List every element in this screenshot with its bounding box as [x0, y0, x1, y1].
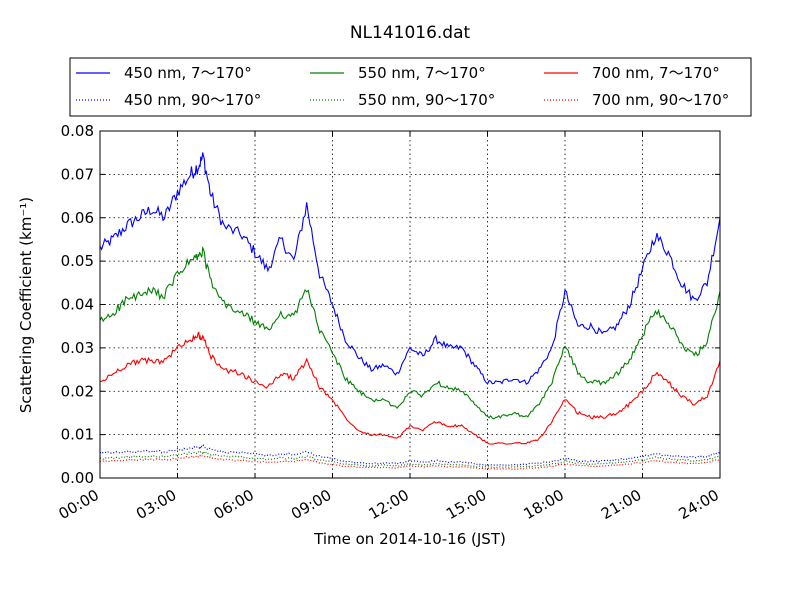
- y-tick-label: 0.06: [61, 209, 94, 227]
- series-line-3: [99, 444, 721, 467]
- legend-label-0: 450 nm, 7～170°: [124, 64, 252, 82]
- x-axis-label: Time on 2014-10-16 (JST): [313, 530, 506, 548]
- legend-label-1: 550 nm, 7～170°: [358, 64, 486, 82]
- y-tick-label: 0.05: [61, 252, 94, 270]
- y-tick-label: 0.07: [61, 165, 94, 183]
- legend-label-2: 700 nm, 7～170°: [592, 64, 720, 82]
- y-tick-label: 0.04: [61, 296, 94, 314]
- legend: 450 nm, 7～170° 550 nm, 7～170° 700 nm, 7～17…: [69, 57, 752, 117]
- series-line-5: [99, 454, 721, 470]
- y-axis-label: Scattering Coefficient (km⁻¹): [17, 197, 35, 413]
- series-line-1: [99, 246, 721, 420]
- series-line-2: [99, 331, 721, 445]
- legend-label-5: 700 nm, 90～170°: [592, 91, 729, 109]
- y-tick-label: 0.00: [61, 469, 94, 487]
- series-layer: [99, 152, 721, 470]
- plot-area: 00:00 03:00 06:00 09:00 12:00 15:00 18:00 21:00…: [56, 122, 722, 523]
- legend-frame: [69, 57, 752, 117]
- legend-label-3: 450 nm, 90～170°: [124, 91, 261, 109]
- legend-label-4: 550 nm, 90～170°: [358, 91, 495, 109]
- y-tick-label: 0.01: [61, 426, 94, 444]
- chart-title: NL141016.dat: [350, 23, 471, 43]
- y-tick-label: 0.08: [61, 122, 94, 140]
- y-tick-label: 0.03: [61, 339, 94, 357]
- series-line-0: [99, 152, 721, 385]
- grid-lines: [100, 131, 720, 478]
- y-tick-label: 0.02: [61, 382, 94, 400]
